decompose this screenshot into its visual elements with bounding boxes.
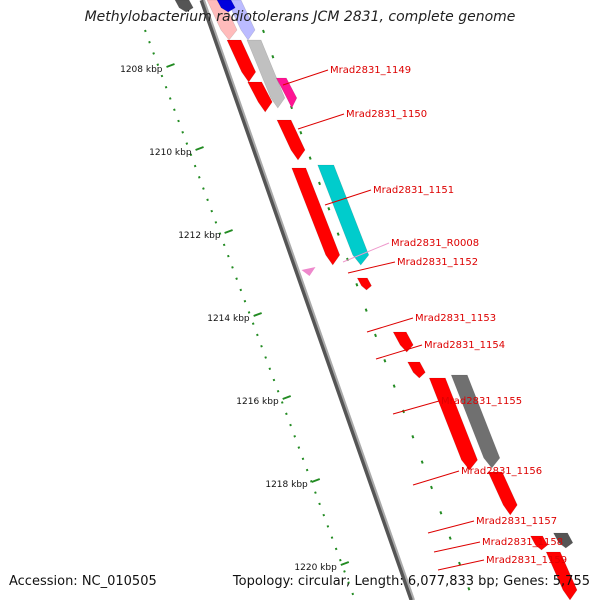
gene-arrow-1152-long xyxy=(291,167,341,266)
label-leader-line xyxy=(366,317,414,333)
tick-label: 1208 kbp xyxy=(120,65,163,75)
rna-feature-R0008 xyxy=(301,267,316,276)
gene-label: Mrad2831_1150 xyxy=(346,109,427,120)
gene-arrow-1149 xyxy=(226,39,257,83)
gene-block-gray-1155 xyxy=(450,374,501,469)
gene-label: Mrad2831_1153 xyxy=(415,313,496,324)
tick-label: 1210 kbp xyxy=(149,148,192,158)
gene-label: Mrad2831_1149 xyxy=(330,65,411,76)
label-leader-line xyxy=(324,189,372,206)
backbone-highlight xyxy=(203,0,415,600)
label-leader-line xyxy=(427,520,475,534)
tick-mark xyxy=(253,312,263,317)
gene-labels: Mrad2831_1149 Mrad2831_1150 Mrad2831_1151 M… xyxy=(282,65,567,571)
tick-mark xyxy=(340,561,350,566)
gene-arrow-1150-a xyxy=(247,81,273,113)
gene-arrow-1159 xyxy=(545,551,578,600)
label-leader-line xyxy=(347,261,396,274)
gene-label: Mrad2831_1159 xyxy=(486,555,567,566)
label-leader-line xyxy=(282,69,329,86)
tick-label: 1212 kbp xyxy=(178,231,221,241)
backbone-line xyxy=(199,0,415,600)
gene-block-gray-light xyxy=(246,39,286,109)
gene-block-1151 xyxy=(317,164,370,266)
feature-track-background xyxy=(195,0,471,600)
gene-arrow-1155 xyxy=(428,377,478,471)
gene-block-gray-1157 xyxy=(553,532,574,549)
gene-arrow-1156 xyxy=(487,471,518,516)
gene-block-blue xyxy=(216,0,236,13)
tick-label: 1218 kbp xyxy=(265,480,308,490)
gene-label: Mrad2831_1155 xyxy=(441,396,522,407)
label-leader-line xyxy=(342,242,390,263)
label-leader-line xyxy=(375,344,423,360)
tick-mark xyxy=(282,395,292,400)
tick-mark xyxy=(224,229,233,234)
gene-label: Mrad2831_1158 xyxy=(482,537,563,548)
gene-arrow-1150 xyxy=(276,119,306,161)
gene-block-magenta xyxy=(275,77,298,109)
label-leader-line xyxy=(437,559,485,571)
gene-block-faded-blue xyxy=(226,0,256,41)
gene-features xyxy=(174,0,578,600)
gene-label: Mrad2831_1152 xyxy=(397,257,478,268)
gene-arrow-1154 xyxy=(407,361,426,379)
gene-block-gray xyxy=(174,0,194,13)
tick-label: 1216 kbp xyxy=(236,397,279,407)
gene-arrow-1152 xyxy=(356,277,372,291)
genome-summary-text: Topology: circular; Length: 6,077,833 bp… xyxy=(232,574,590,589)
gene-label: Mrad2831_1156 xyxy=(461,466,542,477)
track-lane xyxy=(195,0,471,600)
gene-label: Mrad2831_1154 xyxy=(424,340,505,351)
tick-label: 1220 kbp xyxy=(294,563,337,573)
map-title: Methylobacterium radiotolerans JCM 2831,… xyxy=(84,9,516,25)
gene-label: Mrad2831_1151 xyxy=(373,185,454,196)
tick-mark xyxy=(195,146,204,151)
label-leader-line xyxy=(433,541,481,553)
tick-label: 1214 kbp xyxy=(207,314,250,324)
gene-label: Mrad2831_R0008 xyxy=(391,238,479,249)
gene-block-faded xyxy=(206,0,238,41)
gene-label: Mrad2831_1157 xyxy=(476,516,557,527)
tick-mark xyxy=(311,478,321,483)
tick-mark xyxy=(166,63,175,68)
accession-text: Accession: NC_010505 xyxy=(9,574,157,589)
gene-arrow-1158 xyxy=(530,535,548,551)
label-leader-line xyxy=(297,113,345,130)
kbp-tick-marks: 1208 kbp 1210 kbp 1212 kbp 1214 kbp 1216 kbp… xyxy=(120,29,474,600)
label-leader-line xyxy=(392,400,440,415)
label-leader-line xyxy=(412,470,460,486)
